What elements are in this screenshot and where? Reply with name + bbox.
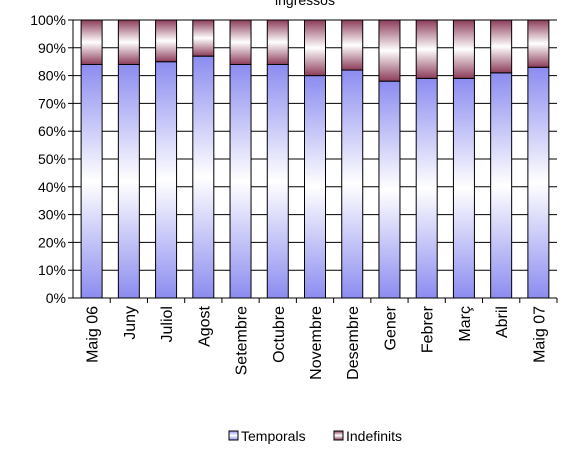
bar-indefinits xyxy=(229,19,252,65)
bar-temporals xyxy=(304,75,326,299)
bar-indefinits xyxy=(490,19,513,74)
axes xyxy=(72,20,557,299)
bar-indefinits xyxy=(452,19,475,79)
bar-indefinits xyxy=(341,19,364,71)
bar-temporals xyxy=(192,55,215,299)
x-tick-label: Abril xyxy=(494,306,511,338)
bar-indefinits xyxy=(378,19,401,82)
y-tick-label: 60% xyxy=(38,123,66,139)
y-tick-label: 70% xyxy=(38,95,66,111)
bar-temporals xyxy=(378,80,401,299)
bar-indefinits xyxy=(117,19,140,65)
y-tick-label: 100% xyxy=(30,12,66,28)
bars xyxy=(80,19,550,299)
x-tick-label: Agost xyxy=(196,305,213,346)
y-tick-label: 50% xyxy=(38,151,66,167)
x-tick-label: Juliol xyxy=(159,306,176,342)
x-tick-label: Setembre xyxy=(234,306,251,375)
y-tick-label: 20% xyxy=(38,234,66,250)
x-tick-label: Maig 07 xyxy=(531,306,548,363)
x-tick-label: Febrer xyxy=(420,305,437,353)
x-tick-label: Juny xyxy=(122,306,139,340)
y-tick-label: 30% xyxy=(38,207,66,223)
y-tick-label: 10% xyxy=(38,262,66,278)
x-tick-label: Gener xyxy=(382,305,399,350)
bar-temporals xyxy=(266,63,289,299)
bar-temporals xyxy=(117,63,140,299)
x-tick-label: Maig 06 xyxy=(85,306,102,363)
x-tick-label: Novembre xyxy=(308,306,325,380)
y-tick-label: 80% xyxy=(38,68,66,84)
bar-indefinits xyxy=(80,19,103,65)
y-tick-label: 90% xyxy=(38,40,66,56)
bar-temporals xyxy=(80,63,103,299)
x-tick-label: Octubre xyxy=(271,306,288,363)
bar-temporals xyxy=(527,66,550,299)
legend-swatch xyxy=(228,430,239,441)
bar-temporals xyxy=(452,77,475,299)
x-tick-label: Març xyxy=(457,306,474,342)
legend: Temporals Indefinits xyxy=(228,428,402,444)
bar-indefinits xyxy=(266,19,289,65)
legend-item-temporals: Temporals xyxy=(228,428,306,444)
y-tick-label: 40% xyxy=(38,179,66,195)
legend-swatch xyxy=(333,430,344,441)
x-tick-label: Desembre xyxy=(345,306,362,380)
bar-temporals xyxy=(341,69,364,299)
bar-temporals xyxy=(155,61,178,299)
bar-indefinits xyxy=(192,19,215,57)
y-tick-label: 0% xyxy=(46,290,66,306)
bar-indefinits xyxy=(415,19,438,79)
legend-label: Temporals xyxy=(241,428,306,444)
y-axis-ticks: 0% 10% 20% 30% 40% 50% 60% 70% 80% 90% 100% xyxy=(30,12,73,306)
legend-label: Indefinits xyxy=(346,428,402,444)
bar-temporals xyxy=(490,72,513,299)
bar-indefinits xyxy=(155,19,178,63)
chart-title: ingressos xyxy=(275,0,335,8)
bar-indefinits xyxy=(527,19,550,68)
bar-temporals xyxy=(415,77,438,299)
bar-temporals xyxy=(229,63,252,299)
legend-item-indefinits: Indefinits xyxy=(333,428,402,444)
x-axis-ticks: Maig 06 Juny Juliol Agost Setembre Octubre Nov… xyxy=(85,298,558,380)
bar-indefinits xyxy=(304,19,326,77)
